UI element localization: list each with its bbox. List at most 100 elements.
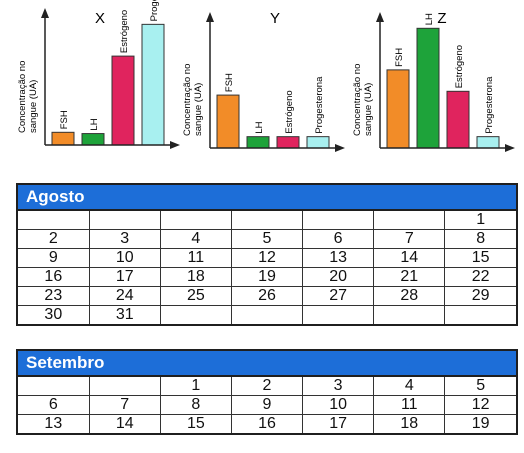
y-axis-arrow xyxy=(41,8,49,18)
y-axis-label-2: sangue (UA) xyxy=(28,80,39,133)
calendar-day: 12 xyxy=(230,248,304,268)
calendar-day: 31 xyxy=(88,305,161,324)
calendar-day: 15 xyxy=(444,248,516,268)
bar-lh xyxy=(246,136,270,149)
bar-fsh xyxy=(216,94,240,149)
bar-estrógeno xyxy=(446,90,470,149)
calendar-day: 6 xyxy=(18,395,90,415)
calendar-day: 1 xyxy=(159,377,232,396)
month-title-setembro: Setembro xyxy=(18,351,516,377)
category-label: Progesterona xyxy=(484,76,495,134)
calendar-day: 4 xyxy=(159,229,232,249)
calendar-day: 3 xyxy=(88,229,161,249)
y-axis-arrow xyxy=(376,12,384,22)
calendar-day: 2 xyxy=(18,229,90,249)
category-label: LH xyxy=(254,121,265,133)
category-label: Estrógeno xyxy=(454,45,465,88)
calendar-day: 26 xyxy=(230,286,304,306)
calendar-day: 22 xyxy=(444,267,516,287)
calendar-day xyxy=(444,305,516,324)
calendar-week: 1 xyxy=(18,211,516,230)
category-label: Estrógeno xyxy=(119,10,130,53)
y-axis-label: Concentração no xyxy=(182,64,193,136)
bar-estrógeno xyxy=(111,55,135,146)
calendar-setembro: Setembro 1 2 3 4 5 6 7 8 9 10 11 12 13 14 15 16 17 18 19 xyxy=(16,349,518,435)
y-axis-arrow xyxy=(206,12,214,22)
category-label: FSH xyxy=(224,73,235,92)
calendar-day: 8 xyxy=(159,395,232,415)
calendar-day: 25 xyxy=(159,286,232,306)
calendar-day: 18 xyxy=(159,267,232,287)
calendar-agosto: Agosto 1 2 3 4 5 6 7 8 9 10 11 12 13 14 15 16 17 18 19 20 21… xyxy=(16,183,518,326)
calendar-day xyxy=(373,305,446,324)
calendar-day: 10 xyxy=(88,248,161,268)
chart-Z: Z Concentração no sangue (UA) FSH LH Estrógen… xyxy=(352,10,515,152)
calendar-day: 17 xyxy=(302,414,375,433)
calendar-day xyxy=(18,211,90,230)
calendar-day xyxy=(230,305,304,324)
calendar-day: 19 xyxy=(444,414,516,433)
calendar-day: 4 xyxy=(373,377,446,396)
calendar-day: 7 xyxy=(88,395,161,415)
calendar-grid-setembro: 1 2 3 4 5 6 7 8 9 10 11 12 13 14 15 16 17 18 19 xyxy=(18,377,516,433)
calendar-day: 12 xyxy=(444,395,516,415)
y-axis-label-2: sangue (UA) xyxy=(193,83,204,136)
calendar-day: 16 xyxy=(230,414,304,433)
y-axis-label: Concentração no xyxy=(352,64,363,136)
x-axis-arrow xyxy=(170,141,180,149)
category-label: LH xyxy=(89,118,100,130)
calendar-day: 6 xyxy=(302,229,375,249)
calendar-day: 17 xyxy=(88,267,161,287)
calendar-day: 15 xyxy=(159,414,232,433)
category-label: LH xyxy=(424,13,435,25)
category-label: Estrógeno xyxy=(284,90,295,133)
calendar-day: 20 xyxy=(302,267,375,287)
category-label: FSH xyxy=(59,110,70,129)
bar-progesterona xyxy=(306,136,330,149)
category-label: Progesterona xyxy=(314,76,325,134)
category-label: Progesterona xyxy=(149,0,160,21)
calendar-day: 11 xyxy=(373,395,446,415)
calendar-day: 11 xyxy=(159,248,232,268)
chart-title: Y xyxy=(270,10,280,27)
calendar-day: 27 xyxy=(302,286,375,306)
bar-estrógeno xyxy=(276,136,300,149)
chart-X: X Concentração no sangue (UA) FSH LH Estrógen… xyxy=(17,0,180,149)
calendar-day: 13 xyxy=(302,248,375,268)
bar-lh xyxy=(416,27,440,149)
calendar-day xyxy=(159,305,232,324)
x-axis-arrow xyxy=(505,144,515,152)
calendar-day: 2 xyxy=(230,377,304,396)
calendar-week: 6 7 8 9 10 11 12 xyxy=(18,395,516,415)
calendar-day: 9 xyxy=(230,395,304,415)
calendar-day: 21 xyxy=(373,267,446,287)
chart-Y: Y Concentração no sangue (UA) FSH LH Estrógen… xyxy=(182,10,345,152)
calendar-day: 3 xyxy=(302,377,375,396)
calendar-week: 16 17 18 19 20 21 22 xyxy=(18,267,516,287)
calendar-day: 8 xyxy=(444,229,516,249)
calendar-week: 23 24 25 26 27 28 29 xyxy=(18,286,516,306)
calendar-day: 24 xyxy=(88,286,161,306)
calendar-day xyxy=(373,211,446,230)
calendar-day: 13 xyxy=(18,414,90,433)
calendar-day: 14 xyxy=(373,248,446,268)
chart-title: Z xyxy=(437,10,446,27)
calendar-day: 19 xyxy=(230,267,304,287)
calendar-week: 30 31 xyxy=(18,305,516,324)
calendar-day xyxy=(302,211,375,230)
calendar-day xyxy=(159,211,232,230)
calendar-day: 10 xyxy=(302,395,375,415)
calendar-day xyxy=(302,305,375,324)
bar-progesterona xyxy=(141,23,165,146)
chart-title: X xyxy=(95,10,105,27)
calendar-week: 9 10 11 12 13 14 15 xyxy=(18,248,516,268)
calendar-day xyxy=(88,377,161,396)
month-title-agosto: Agosto xyxy=(18,185,516,211)
calendar-day: 28 xyxy=(373,286,446,306)
calendar-day xyxy=(230,211,304,230)
calendar-day xyxy=(88,211,161,230)
x-axis-arrow xyxy=(335,144,345,152)
